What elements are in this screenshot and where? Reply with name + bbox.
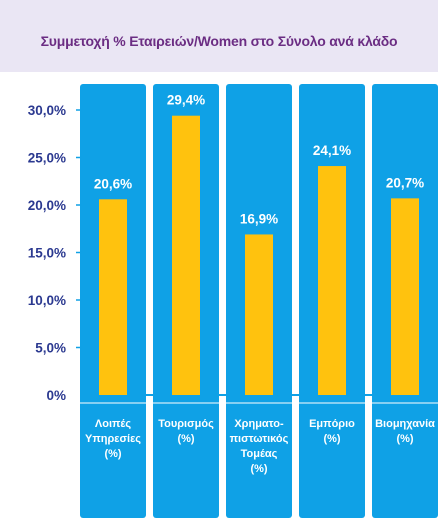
y-tick-label-7: 30,0%: [28, 103, 66, 118]
category-label-1: Λοιπές Υπηρεσίες (%): [85, 418, 141, 460]
category-label-line: (%): [323, 433, 340, 445]
y-tick-label-6: 25,0%: [28, 151, 66, 166]
category-label-line: Τουρισμός: [158, 418, 214, 430]
category-label-line: (%): [104, 448, 121, 460]
category-label-line: Τομέας: [241, 448, 278, 460]
chart-title: Συμμετοχή % Εταιρειών/Women στο Σύνολο α…: [40, 33, 398, 49]
category-label-line: Λοιπές: [95, 418, 131, 430]
y-tick-label-5: 20,0%: [28, 198, 66, 213]
category-label-4: Εμπόριο (%): [309, 418, 355, 445]
y-tick-label-4: 15,0%: [28, 246, 66, 261]
y-tick-label-1: 0%: [46, 388, 66, 403]
category-label-line: Υπηρεσίες: [85, 433, 141, 445]
category-label-5: Βιομηχανία (%): [375, 418, 435, 445]
y-tick-label-3: 10,0%: [28, 293, 66, 308]
bar-4: [318, 166, 346, 395]
bar-1: [99, 199, 127, 395]
category-label-line: Χρηματο-: [234, 418, 284, 430]
data-label-5: 20,7%: [386, 175, 424, 190]
bar-5: [391, 198, 419, 395]
data-label-2: 29,4%: [167, 93, 205, 108]
category-label-line: Εμπόριο: [309, 418, 355, 430]
data-label-4: 24,1%: [313, 143, 351, 158]
bar-3: [245, 234, 273, 395]
category-label-line: (%): [396, 433, 413, 445]
category-label-3: Χρηματο-πιστωτικός Τομέας (%): [230, 418, 289, 475]
category-label-2: Τουρισμός (%): [158, 418, 214, 445]
data-label-1: 20,6%: [94, 176, 132, 191]
bar-2: [172, 115, 200, 395]
data-label-3: 16,9%: [240, 211, 278, 226]
category-label-line: (%): [177, 433, 194, 445]
category-label-line: πιστωτικός: [230, 433, 289, 445]
category-label-line: Βιομηχανία: [375, 418, 435, 430]
y-tick-label-2: 5,0%: [35, 341, 66, 356]
category-label-line: (%): [250, 463, 267, 475]
